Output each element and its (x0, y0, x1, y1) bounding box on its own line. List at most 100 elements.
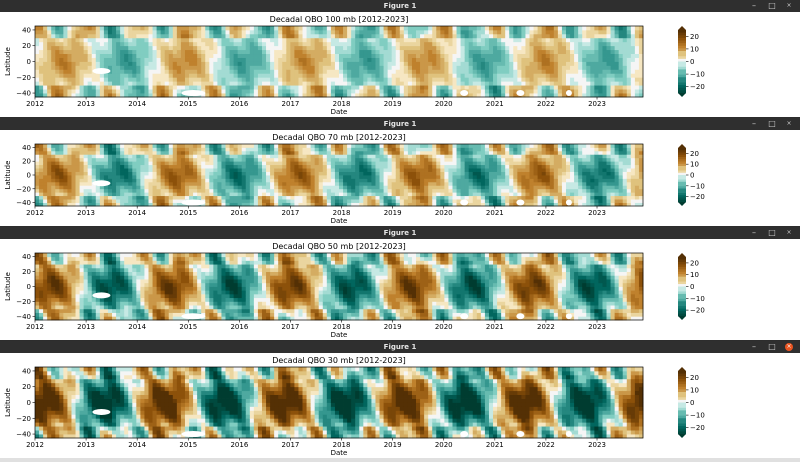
heatmap-cell (257, 49, 263, 55)
heatmap-cell (407, 199, 413, 203)
heatmap-cell (525, 178, 530, 183)
heatmap-cell (87, 147, 93, 152)
heatmap-cell (278, 33, 283, 39)
heatmap-cell (541, 53, 547, 58)
heatmap-cell (67, 37, 72, 43)
heatmap-cell (493, 164, 498, 169)
heatmap-cell (586, 61, 591, 66)
heatmap-cell (501, 178, 506, 183)
heatmap-cell (448, 81, 453, 86)
heatmap-cell (55, 89, 60, 94)
heatmap-cell (375, 199, 380, 203)
heatmap-cell (274, 53, 279, 58)
heatmap-cell (509, 77, 514, 82)
heatmap-cell (132, 85, 137, 90)
heatmap-cell (270, 26, 275, 31)
heatmap-cell (249, 181, 255, 186)
heatmap-cell (245, 77, 251, 82)
heatmap-cell (257, 192, 263, 197)
heatmap-cell (448, 202, 453, 207)
heatmap-cell (403, 157, 409, 162)
heatmap-cell (144, 33, 149, 39)
heatmap-cell (302, 171, 307, 176)
heatmap-cell (261, 93, 267, 98)
close-button[interactable]: × (786, 120, 792, 127)
maximize-button[interactable]: □ (768, 119, 776, 128)
heatmap-cell (245, 171, 251, 176)
heatmap-cell (444, 73, 449, 78)
heatmap-cell (87, 77, 93, 82)
heatmap-cell (67, 168, 72, 172)
heatmap-cell (55, 65, 60, 70)
heatmap-cell (59, 164, 64, 169)
heatmap-cell (213, 144, 218, 148)
heatmap-cell (209, 157, 214, 162)
heatmap-cell (371, 41, 376, 47)
heatmap-cell (379, 53, 384, 58)
heatmap-cell (610, 81, 616, 86)
window-titlebar[interactable]: Figure 1– □ × (0, 0, 800, 12)
heatmap-cell (148, 188, 153, 193)
heatmap-cell (51, 45, 56, 51)
heatmap-cell (326, 81, 332, 86)
heatmap-cell (103, 175, 109, 179)
heatmap-cell (553, 85, 559, 90)
heatmap-cell (209, 49, 214, 55)
minimize-button[interactable]: – (752, 1, 756, 10)
heatmap-cell (35, 164, 40, 169)
heatmap-cell (403, 171, 409, 176)
heatmap-cell (83, 45, 89, 51)
heatmap-cell (286, 89, 291, 94)
heatmap-cell (501, 181, 506, 186)
heatmap-cell (359, 150, 364, 155)
heatmap-cell (294, 33, 299, 39)
heatmap-cell (176, 73, 182, 78)
heatmap-cell (168, 26, 174, 31)
heatmap-cell (411, 147, 417, 152)
heatmap-cell (253, 199, 259, 203)
heatmap-cell (403, 181, 409, 186)
window-titlebar[interactable]: Figure 1– □ × (0, 118, 800, 130)
heatmap-cell (176, 81, 182, 86)
heatmap-cell (193, 61, 198, 66)
heatmap-cell (160, 195, 166, 200)
heatmap-cell (509, 57, 514, 62)
heatmap-cell (193, 81, 198, 86)
heatmap-cell (63, 150, 68, 155)
heatmap-cell (168, 37, 174, 43)
heatmap-cell (513, 73, 518, 78)
heatmap-cell (87, 26, 93, 31)
heatmap-cell (221, 53, 226, 58)
heatmap-cell (326, 93, 332, 98)
heatmap-cell (229, 57, 235, 62)
heatmap-cell (67, 73, 72, 78)
heatmap-cell (480, 73, 486, 78)
heatmap-cell (488, 147, 494, 152)
heatmap-cell (176, 154, 182, 159)
heatmap-cell (456, 69, 461, 74)
heatmap-cell (391, 171, 397, 176)
heatmap-cell (545, 37, 551, 43)
heatmap-cell (480, 65, 486, 70)
maximize-button[interactable]: □ (768, 1, 776, 10)
close-button[interactable]: × (786, 2, 792, 9)
heatmap-cell (144, 85, 149, 90)
heatmap-cell (189, 65, 194, 70)
heatmap-cell (363, 168, 368, 172)
heatmap-cell (626, 65, 632, 70)
heatmap-cell (298, 33, 303, 39)
heatmap-cell (241, 29, 247, 35)
heatmap-cell (574, 45, 579, 51)
minimize-button[interactable]: – (752, 119, 756, 128)
heatmap-cell (557, 37, 563, 43)
heatmap-cell (610, 69, 616, 74)
heatmap-cell (120, 185, 125, 190)
heatmap-cell (136, 37, 141, 43)
heatmap-cell (561, 73, 567, 78)
heatmap-cell (63, 154, 68, 159)
heatmap-cell (634, 93, 640, 98)
heatmap-cell (476, 45, 482, 51)
heatmap-cell (343, 168, 348, 172)
heatmap-cell (286, 181, 291, 186)
heatmap-cell (513, 181, 518, 186)
